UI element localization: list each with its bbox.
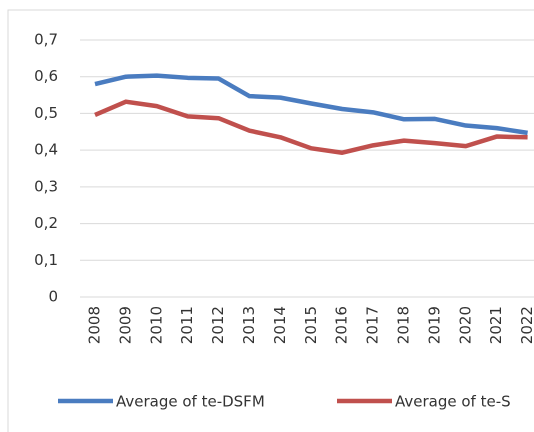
chart-frame <box>7 9 534 432</box>
x-tick-label: 2021 <box>487 306 505 344</box>
x-tick-label: 2016 <box>333 306 351 344</box>
x-tick-label: 2022 <box>518 306 534 344</box>
y-tick-label: 0,2 <box>34 214 58 232</box>
x-tick-label: 2015 <box>302 306 320 344</box>
x-tick-label: 2020 <box>456 306 474 344</box>
x-tick-label: 2009 <box>116 306 134 344</box>
x-tick-label: 2011 <box>178 306 196 344</box>
x-tick-label: 2019 <box>425 306 443 344</box>
x-tick-label: 2010 <box>147 306 165 344</box>
y-tick-label: 0,6 <box>34 67 58 85</box>
legend-label: Average of te-S <box>395 393 511 411</box>
y-tick-label: 0,7 <box>34 31 58 49</box>
x-tick-label: 2012 <box>209 306 227 344</box>
y-tick-label: 0,1 <box>34 251 58 269</box>
x-tick-label: 2008 <box>86 306 104 344</box>
x-tick-label: 2014 <box>271 306 289 344</box>
y-tick-label: 0,3 <box>34 177 58 195</box>
series-line <box>94 99 528 155</box>
y-tick-label: 0,5 <box>34 104 58 122</box>
y-tick-label: 0 <box>48 288 58 306</box>
x-tick-label: 2017 <box>364 306 382 344</box>
x-tick-label: 2018 <box>395 306 413 344</box>
series-line <box>94 73 528 136</box>
legend-label: Average of te-DSFM <box>116 393 265 411</box>
y-tick-label: 0,4 <box>34 141 58 159</box>
x-tick-label: 2013 <box>240 306 258 344</box>
